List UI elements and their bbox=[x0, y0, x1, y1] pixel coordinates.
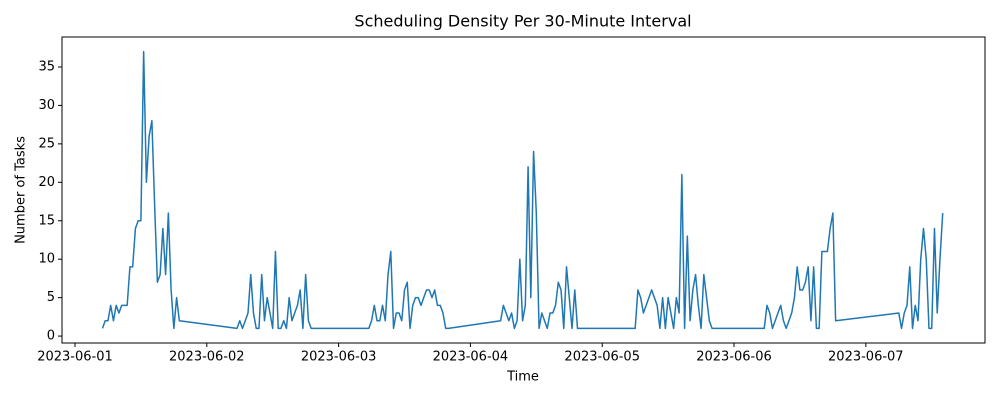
x-tick-label: 2023-06-03 bbox=[301, 350, 377, 365]
y-tick-label: 20 bbox=[38, 175, 55, 190]
x-tick-label: 2023-06-06 bbox=[696, 350, 772, 365]
y-tick-label: 35 bbox=[38, 59, 55, 74]
plot-frame bbox=[61, 36, 986, 344]
y-tick-label: 0 bbox=[47, 329, 55, 344]
x-tick-label: 2023-06-07 bbox=[828, 350, 904, 365]
x-tick-label: 2023-06-02 bbox=[169, 350, 245, 365]
y-tick-label: 15 bbox=[38, 213, 55, 228]
y-tick-label: 25 bbox=[38, 136, 55, 151]
x-tick-label: 2023-06-01 bbox=[37, 350, 113, 365]
y-tick-label: 5 bbox=[47, 290, 55, 305]
y-axis-label: Number of Tasks bbox=[14, 136, 29, 244]
data-line bbox=[101, 50, 944, 330]
x-tick-label: 2023-06-04 bbox=[433, 350, 509, 365]
y-tick-label: 30 bbox=[38, 98, 55, 113]
chart-title: Scheduling Density Per 30-Minute Interva… bbox=[354, 12, 691, 31]
x-tick-label: 2023-06-05 bbox=[564, 350, 640, 365]
y-tick-label: 10 bbox=[38, 252, 55, 267]
x-axis-label: Time bbox=[506, 370, 539, 385]
